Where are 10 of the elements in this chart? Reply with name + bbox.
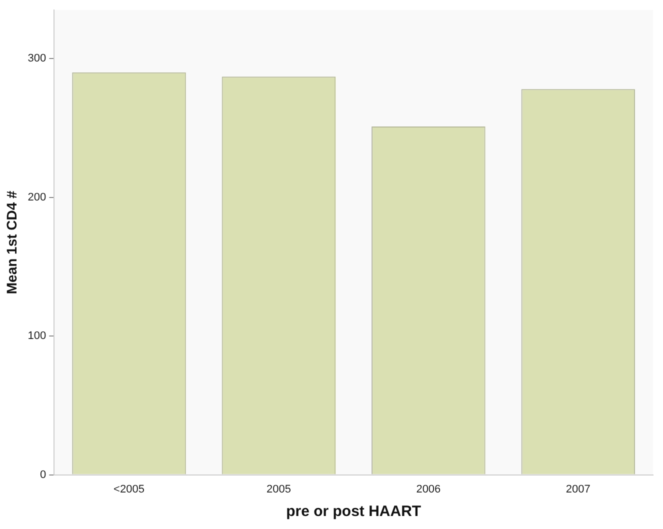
x-tick-label: 2006	[416, 483, 441, 496]
x-tick-label: 2005	[266, 483, 291, 496]
x-tick-label: 2007	[566, 483, 590, 496]
x-axis-title: pre or post HAART	[286, 503, 422, 520]
y-axis-title: Mean 1st CD4 #	[3, 190, 20, 294]
y-tick-label: 100	[28, 330, 46, 342]
y-tick-label: 300	[28, 52, 46, 65]
x-tick-label: <2005	[114, 483, 144, 496]
y-tick-label: 200	[28, 191, 46, 204]
y-tick-label: 0	[40, 468, 46, 481]
